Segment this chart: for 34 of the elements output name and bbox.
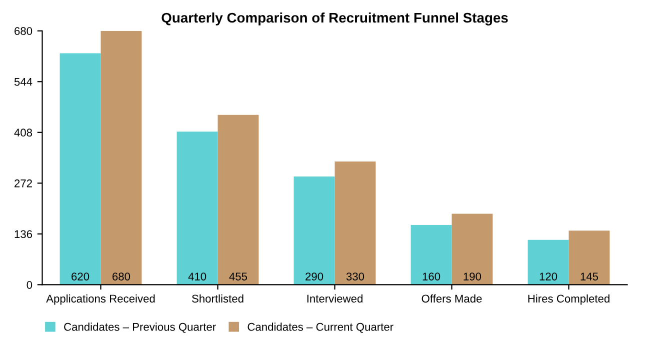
y-tick-label: 544 xyxy=(14,78,32,86)
data-label: 145 xyxy=(580,272,598,280)
x-tick-label: Offers Made xyxy=(422,294,482,303)
bar xyxy=(528,240,569,285)
bar xyxy=(294,176,335,285)
chart-title: Quarterly Comparison of Recruitment Funnel Stages xyxy=(162,12,508,26)
bar xyxy=(176,132,218,285)
bar xyxy=(60,53,101,285)
data-label: 160 xyxy=(422,272,440,280)
y-tick-label: 272 xyxy=(14,179,32,188)
data-label: 330 xyxy=(346,272,364,280)
legend-label: Candidates – Current Quarter xyxy=(248,322,394,333)
bar xyxy=(452,214,493,285)
bar xyxy=(218,114,259,285)
data-label: 620 xyxy=(72,272,90,280)
legend-label: Candidates – Previous Quarter xyxy=(64,322,216,333)
x-tick-label: Shortlisted xyxy=(192,294,244,303)
data-label: 120 xyxy=(540,272,558,280)
bar xyxy=(100,30,142,285)
x-tick-label: Interviewed xyxy=(307,294,362,303)
bar xyxy=(568,230,610,285)
data-label: 290 xyxy=(306,272,324,280)
bar xyxy=(410,224,452,285)
data-label: 410 xyxy=(188,272,206,280)
data-label: 455 xyxy=(229,272,248,280)
x-tick-label: Applications Received xyxy=(46,294,155,305)
bar xyxy=(334,162,376,285)
y-tick-label: 408 xyxy=(14,128,32,137)
data-label: 190 xyxy=(464,272,482,280)
y-tick-label: 680 xyxy=(14,27,32,36)
data-label: 680 xyxy=(112,272,130,280)
y-tick-label: 136 xyxy=(14,230,32,238)
y-tick-label: 0 xyxy=(26,280,32,289)
x-tick-label: Hires Completed xyxy=(528,294,610,305)
